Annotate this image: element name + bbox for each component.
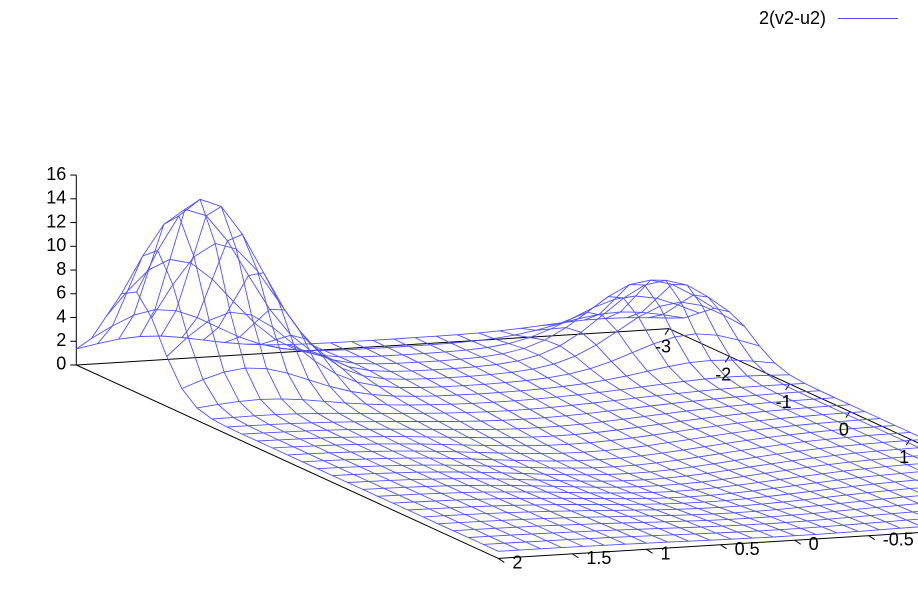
svg-text:8: 8 [56, 259, 66, 279]
svg-text:-1: -1 [776, 392, 792, 412]
svg-text:0: 0 [839, 420, 849, 440]
svg-text:-2: -2 [715, 364, 731, 384]
svg-text:10: 10 [46, 235, 66, 255]
surface-plot: 0246810121416-3-2-101234-2-1.5-1-0.500.5… [0, 0, 918, 608]
svg-text:2: 2 [56, 330, 66, 350]
svg-text:1.5: 1.5 [586, 548, 611, 568]
svg-text:0: 0 [809, 534, 819, 554]
svg-text:0: 0 [56, 354, 66, 374]
svg-text:-3: -3 [655, 337, 671, 357]
svg-text:4: 4 [56, 306, 66, 326]
legend-line-sample [838, 18, 898, 20]
axes [70, 175, 918, 562]
svg-text:12: 12 [46, 211, 66, 231]
svg-text:0.5: 0.5 [735, 539, 760, 559]
svg-text:16: 16 [46, 164, 66, 184]
legend: 2(v2-u2) [759, 8, 898, 29]
tick-labels: 0246810121416-3-2-101234-2-1.5-1-0.500.5… [46, 164, 918, 573]
svg-text:1: 1 [899, 447, 909, 467]
svg-text:2: 2 [512, 552, 522, 572]
svg-text:1: 1 [661, 543, 671, 563]
wireframe-mesh [76, 199, 918, 551]
svg-text:6: 6 [56, 283, 66, 303]
svg-text:14: 14 [46, 188, 66, 208]
svg-text:-0.5: -0.5 [883, 530, 914, 550]
legend-label: 2(v2-u2) [759, 8, 826, 29]
